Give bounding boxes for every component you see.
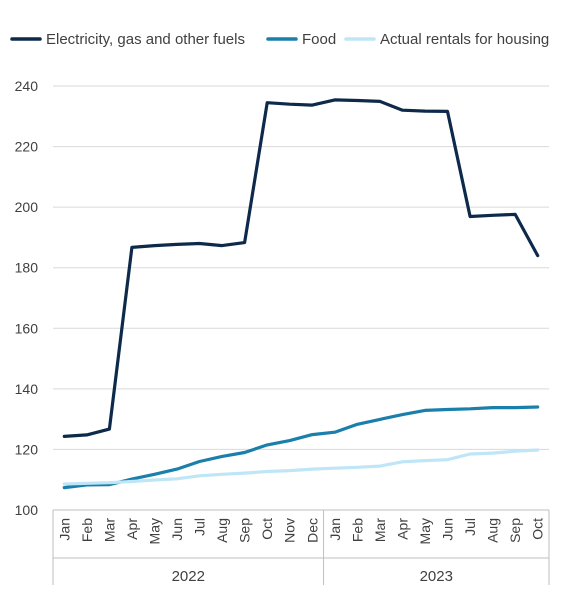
legend-label: Actual rentals for housing — [380, 31, 549, 48]
series-line-1 — [62, 405, 540, 490]
x-tick-label: Mar — [101, 518, 117, 542]
x-tick-label: Aug — [485, 518, 501, 543]
y-axis: 100 120 140 160 180 200 220 240 — [15, 78, 39, 518]
x-tick-label: Apr — [394, 518, 410, 540]
x-tick-label: May — [146, 518, 162, 544]
x-tick-label: May — [417, 518, 433, 544]
legend-label: Electricity, gas and other fuels — [46, 31, 245, 48]
legend: Electricity, gas and other fuels Food Actu… — [10, 31, 549, 48]
x-tick-label: Sep — [507, 518, 523, 543]
gridlines — [53, 85, 549, 450]
y-tick-label: 180 — [15, 260, 39, 276]
x-tick-label: Jul — [192, 518, 208, 536]
y-tick-label: 220 — [15, 139, 39, 155]
x-axis: Jan Feb Mar Apr May Jun Jul Aug Sep Oct Nov Dec Jan F… — [52, 509, 550, 585]
x-tick-label: Feb — [349, 518, 365, 542]
series-line-0 — [62, 98, 540, 438]
series-lines — [62, 98, 540, 490]
x-tick-label: Nov — [282, 518, 298, 543]
y-tick-label: 140 — [15, 381, 39, 397]
legend-label: Food — [302, 31, 336, 48]
y-tick-label: 200 — [15, 199, 39, 215]
y-tick-label: 120 — [15, 441, 39, 457]
y-tick-label: 100 — [15, 502, 39, 518]
y-tick-label: 160 — [15, 320, 39, 336]
x-tick-label: Jan — [327, 518, 343, 541]
y-tick-label: 240 — [15, 78, 39, 94]
x-tick-label: Jun — [440, 518, 456, 541]
x-tick-label: Sep — [237, 518, 253, 543]
x-tick-label: Oct — [259, 518, 275, 540]
year-label: 2023 — [420, 568, 453, 585]
x-tick-label: Feb — [79, 518, 95, 542]
x-tick-label: Jan — [56, 518, 72, 541]
x-tick-label: Dec — [304, 518, 320, 543]
series-line-2 — [62, 448, 540, 486]
x-tick-label: Apr — [124, 518, 140, 540]
x-tick-label: Mar — [372, 518, 388, 542]
x-tick-label: Oct — [530, 518, 546, 540]
x-tick-label: Aug — [214, 518, 230, 543]
year-label: 2022 — [172, 568, 205, 585]
x-tick-label: Jul — [462, 518, 478, 536]
x-tick-label: Jun — [169, 518, 185, 541]
